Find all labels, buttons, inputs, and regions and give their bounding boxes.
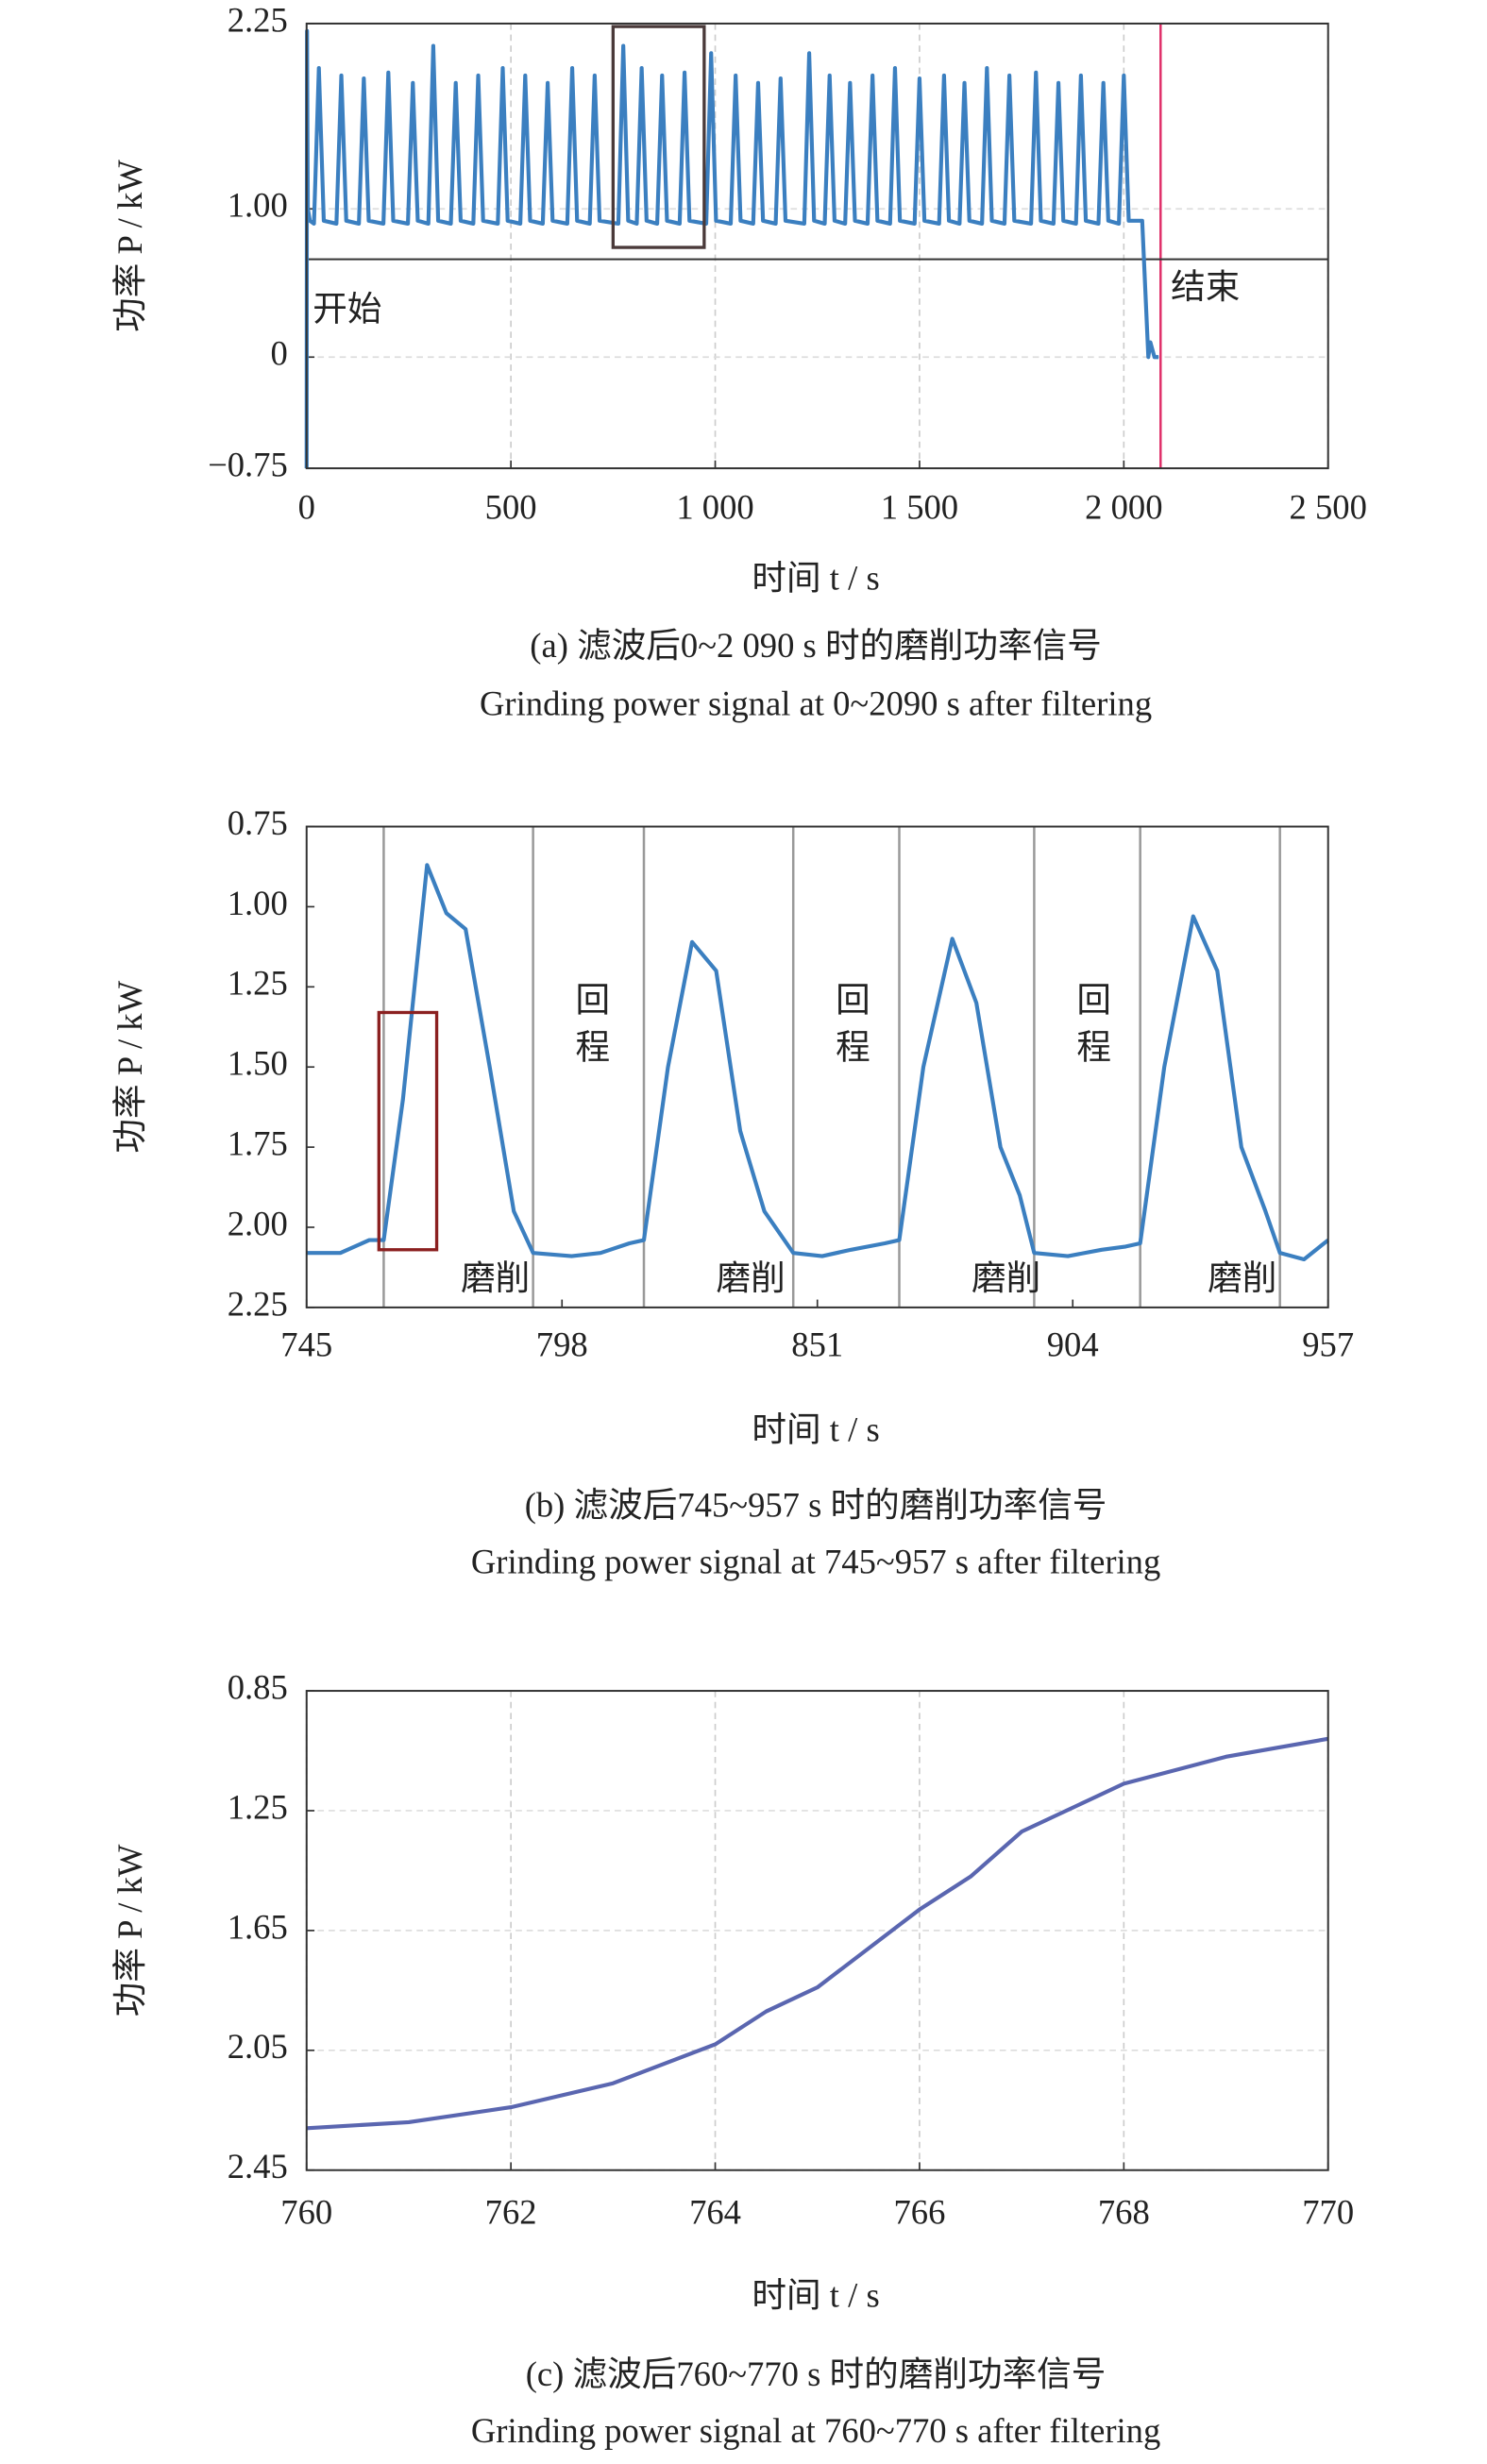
plot-frame (305, 22, 1329, 470)
annotation: 磨削 (461, 1258, 530, 1297)
highlight-box (611, 25, 706, 249)
x-tick-label: 2 500 (1290, 487, 1367, 526)
caption-en: Grinding power signal at 745~957 s after… (471, 1542, 1160, 1580)
y-axis-label: 功率 P / kW (110, 1844, 149, 2017)
caption: (c) 滤波后760~770 s 时的磨削功率信号 (526, 2354, 1107, 2393)
y-tick-label: 2.25 (228, 0, 288, 39)
x-tick-label: 762 (485, 2192, 537, 2231)
x-tick-label: 764 (689, 2192, 741, 2231)
annotation: 磨削 (1208, 1258, 1276, 1297)
annotation: 回程 (1072, 982, 1110, 1076)
y-tick-label: 0.75 (228, 803, 288, 842)
y-tick-label: 1.25 (228, 964, 288, 1003)
y-axis-label: 功率 P / kW (110, 980, 149, 1153)
x-tick-label: 0 (298, 487, 315, 526)
x-tick-label: 1 000 (676, 487, 753, 526)
x-axis-label: 时间 t / s (752, 558, 879, 597)
x-axis-label: 时间 t / s (752, 1409, 879, 1448)
caption-en: Grinding power signal at 0~2090 s after … (480, 684, 1152, 722)
y-tick-label: 1.00 (228, 186, 288, 225)
x-tick-label: 798 (536, 1325, 588, 1364)
x-tick-label: 760 (280, 2192, 332, 2231)
annotation: 开始 (313, 290, 381, 329)
annotation: 回程 (831, 982, 870, 1076)
y-axis-label: 功率 P / kW (110, 160, 149, 332)
y-tick-label: 0.85 (228, 1667, 288, 1706)
caption-en: Grinding power signal at 760~770 s after… (471, 2411, 1160, 2450)
y-tick-label: 1.25 (228, 1787, 288, 1826)
y-tick-label: −0.75 (208, 445, 288, 483)
signal-line (306, 1736, 1329, 2131)
y-tick-label: 1.65 (228, 1907, 288, 1946)
y-tick-label: 1.75 (228, 1124, 288, 1163)
plot-frame (305, 825, 1329, 1308)
annotation: 结束 (1171, 267, 1240, 306)
x-tick-label: 1 500 (881, 487, 958, 526)
x-tick-label: 500 (485, 487, 537, 526)
x-tick-label: 2 000 (1085, 487, 1162, 526)
y-tick-label: 1.50 (228, 1044, 288, 1083)
annotation: 磨削 (972, 1258, 1040, 1297)
annotation: 磨削 (717, 1258, 786, 1297)
x-tick-label: 770 (1302, 2192, 1354, 2231)
y-tick-label: 2.45 (228, 2147, 288, 2186)
signal-line (304, 28, 1159, 469)
x-tick-label: 745 (280, 1325, 332, 1364)
highlight-box (377, 1010, 439, 1252)
caption: (b) 滤波后745~957 s 时的磨削功率信号 (525, 1485, 1107, 1524)
y-tick-label: 2.05 (228, 2027, 288, 2066)
plot-frame (305, 1690, 1329, 2171)
y-tick-label: 2.25 (228, 1284, 288, 1323)
annotation: 回程 (570, 982, 609, 1076)
x-tick-label: 957 (1302, 1325, 1354, 1364)
x-axis-label: 时间 t / s (752, 2276, 879, 2315)
y-tick-label: 2.00 (228, 1204, 288, 1242)
y-tick-label: 0 (270, 334, 287, 373)
y-tick-label: 1.00 (228, 884, 288, 922)
x-tick-label: 766 (893, 2192, 945, 2231)
x-tick-label: 904 (1047, 1325, 1099, 1364)
x-tick-label: 768 (1098, 2192, 1150, 2231)
signal-line (306, 863, 1330, 1262)
x-tick-label: 851 (791, 1325, 843, 1364)
caption: (a) 滤波后0~2 090 s 时的磨削功率信号 (530, 626, 1102, 665)
